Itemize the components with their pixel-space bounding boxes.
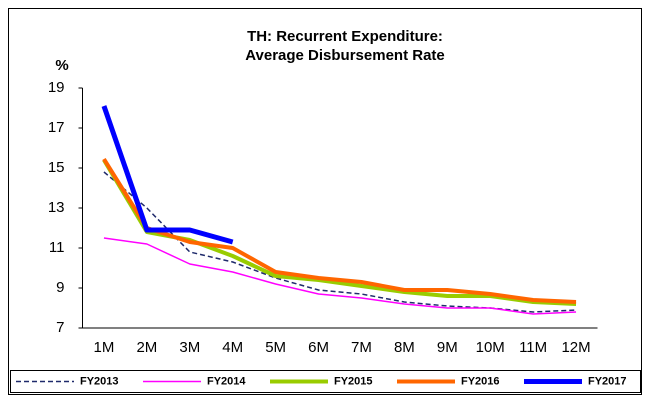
chart-title: TH: Recurrent Expenditure: [247,28,443,45]
chart-frame [8,8,642,395]
x-tick-label: 8M [394,339,415,356]
chart-title: Average Disbursement Rate [245,47,445,64]
series-line [103,171,577,313]
x-tick-label: 5M [265,339,286,356]
y-tick-label: 11 [49,239,65,256]
series-line [101,105,234,245]
legend-label: FY2013 [80,375,119,387]
legend-label: FY2016 [461,375,500,387]
legend-label: FY2017 [588,375,627,387]
y-tick-label: 7 [56,319,64,336]
series-line [102,157,577,304]
x-tick-label: 6M [308,339,329,356]
x-tick-label: 3M [179,339,200,356]
x-tick-label: 1M [94,339,115,356]
x-tick-label: 2M [136,339,157,356]
x-tick-label: 4M [222,339,243,356]
y-tick-label: 19 [48,79,65,96]
y-tick-label: 15 [48,159,65,176]
legend-label: FY2014 [207,375,246,387]
x-tick-label: 10M [476,339,505,356]
x-tick-label: 9M [437,339,458,356]
y-tick-label: 9 [56,279,64,296]
y-axis-label: % [55,57,68,74]
y-tick-label: 17 [48,119,65,136]
legend-label: FY2015 [334,375,373,387]
x-tick-label: 12M [561,339,590,356]
y-tick-label: 13 [48,199,65,216]
x-tick-label: 7M [351,339,372,356]
series-line [103,237,577,315]
x-tick-label: 11M [519,339,547,356]
